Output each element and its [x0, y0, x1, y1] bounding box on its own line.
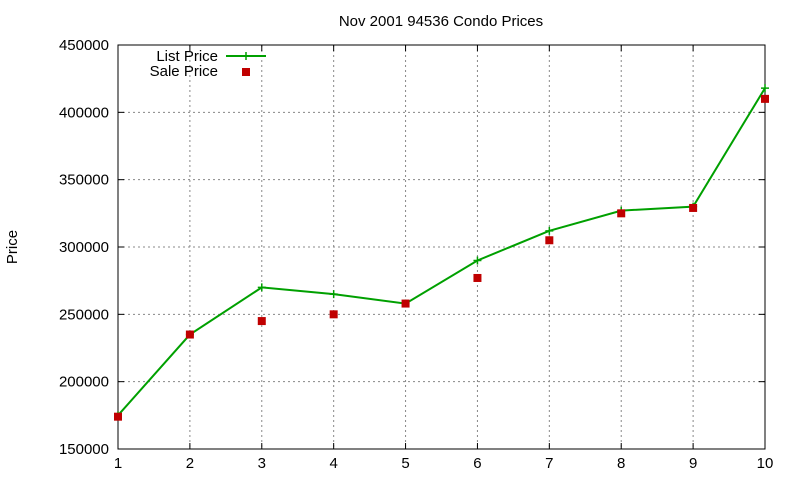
- y-tick-label: 150000: [59, 441, 109, 458]
- list-price-point: [545, 226, 554, 235]
- sale-price-point: [185, 330, 194, 339]
- sale-price-point: [329, 310, 338, 319]
- list-price-point: [329, 290, 338, 299]
- x-tick-label: 4: [329, 455, 337, 472]
- sale-price-point: [545, 236, 554, 245]
- plot-frame: [117, 44, 766, 450]
- y-tick-label: 200000: [59, 374, 109, 391]
- sale-price-point: [689, 203, 698, 212]
- list-price-point: [761, 84, 769, 93]
- x-tick-label: 10: [757, 455, 774, 472]
- y-tick-label: 350000: [59, 172, 109, 189]
- sale-price-point: [473, 273, 482, 282]
- x-tick-label: 6: [473, 455, 481, 472]
- legend-marker-sale-price: [242, 68, 250, 76]
- sale-price-point: [401, 299, 410, 308]
- sale-price-point: [257, 317, 266, 326]
- list-price-line: [117, 87, 766, 416]
- x-tick-label: 2: [186, 455, 194, 472]
- x-tick-label: 8: [617, 455, 625, 472]
- y-axis-label: Price: [4, 230, 21, 264]
- chart-title: Nov 2001 94536 Condo Prices: [339, 13, 543, 30]
- series: [114, 84, 769, 421]
- x-axis-ticks: 1 2 3 4 5 6 7 8 9 10: [114, 45, 774, 472]
- legend-label-sale-price: Sale Price: [150, 63, 218, 80]
- x-tick-label: 7: [545, 455, 553, 472]
- grid: [118, 45, 765, 449]
- y-tick-label: 250000: [59, 306, 109, 323]
- x-tick-label: 9: [689, 455, 697, 472]
- y-tick-label: 400000: [59, 104, 109, 121]
- sale-price-point: [617, 209, 626, 218]
- x-tick-label: 1: [114, 455, 122, 472]
- sale-price-point: [761, 94, 769, 103]
- y-tick-label: 300000: [59, 239, 109, 256]
- legend-marker-list-price: [242, 52, 250, 60]
- legend-label-list-price: List Price: [156, 48, 218, 65]
- x-tick-label: 3: [258, 455, 266, 472]
- list-price-point: [473, 256, 482, 265]
- sale-price-point: [114, 412, 122, 421]
- legend: List Price Sale Price: [150, 48, 266, 80]
- x-tick-label: 5: [401, 455, 409, 472]
- list-price-point: [257, 283, 266, 292]
- y-tick-label: 450000: [59, 37, 109, 54]
- y-axis-ticks: 150000 200000 250000 300000 350000 400000 4500…: [59, 37, 765, 458]
